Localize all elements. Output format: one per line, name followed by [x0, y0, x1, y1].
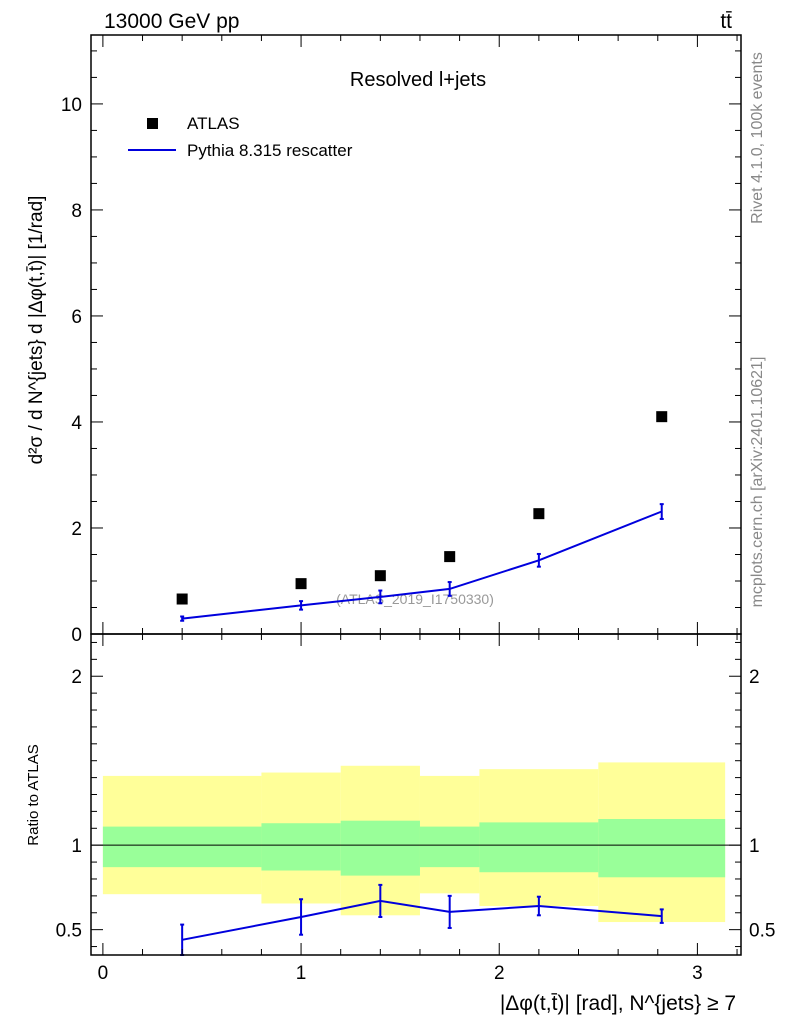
x-tick-label: 0 [98, 963, 109, 984]
ratio-y-tick-label-right: 0.5 [749, 921, 775, 942]
plot-title: Resolved l+jets [350, 69, 486, 91]
mc-series-line [182, 510, 663, 620]
ratio-band-inner [102, 826, 262, 868]
ratio-y-tick-label-right: 2 [749, 667, 760, 688]
ratio-band-inner [340, 820, 420, 876]
data-marks [176, 411, 668, 956]
ratio-band-inner [419, 826, 480, 868]
x-tick-label: 1 [296, 963, 307, 984]
ratio-y-tick-label: 2 [71, 667, 82, 688]
legend-atlas-marker [147, 118, 158, 129]
ratio-y-tick-label-right: 1 [749, 836, 760, 857]
ratio-band-inner [261, 823, 341, 871]
atlas-data-point [374, 570, 386, 582]
ratio-y-tick-label: 1 [71, 836, 82, 857]
y-tick-label: 0 [71, 625, 82, 646]
ratio-band-inner [479, 822, 599, 873]
y-tick-label: 2 [71, 519, 82, 540]
ratio-y-tick-label: 0.5 [56, 921, 82, 942]
process-label: tt̄ [720, 10, 732, 33]
ratio-series-line [182, 899, 662, 941]
atlas-data-point [176, 593, 188, 605]
atlas-data-point [444, 551, 456, 563]
atlas-data-point [295, 578, 307, 590]
legend-atlas-label: ATLAS [187, 114, 240, 133]
x-tick-label: 3 [692, 963, 703, 984]
ratio-bands [91, 762, 741, 923]
y-tick-label: 8 [71, 201, 82, 222]
x-tick-label: 2 [494, 963, 505, 984]
main-y-axis-title: d²σ / d N^{jets} d |Δφ(t,t̄)| [1/rad] [26, 196, 47, 465]
axes: 0 1 2 3 0 2 4 6 8 10 0.5 0.5 1 1 2 2 [56, 34, 775, 984]
ratio-y-axis-title: Ratio to ATLAS [25, 744, 42, 845]
y-tick-label: 10 [61, 95, 82, 116]
legend: ATLAS Pythia 8.315 rescatter [128, 114, 353, 160]
source-label: mcplots.cern.ch [arXiv:2401.10621] [749, 357, 766, 608]
x-axis-title: |Δφ(t,t̄)| [rad], N^{jets} ≥ 7 [500, 992, 736, 1015]
y-tick-label: 4 [71, 413, 82, 434]
y-tick-label: 6 [71, 307, 82, 328]
legend-mc-label: Pythia 8.315 rescatter [187, 141, 353, 160]
ratio-band-inner [598, 818, 726, 878]
energy-label: 13000 GeV pp [104, 10, 239, 33]
analysis-watermark: (ATLAS_2019_I1750330) [336, 591, 494, 607]
atlas-data-point [656, 411, 668, 423]
rivet-label: Rivet 4.1.0, 100k events [749, 52, 766, 224]
atlas-data-point [533, 508, 545, 520]
